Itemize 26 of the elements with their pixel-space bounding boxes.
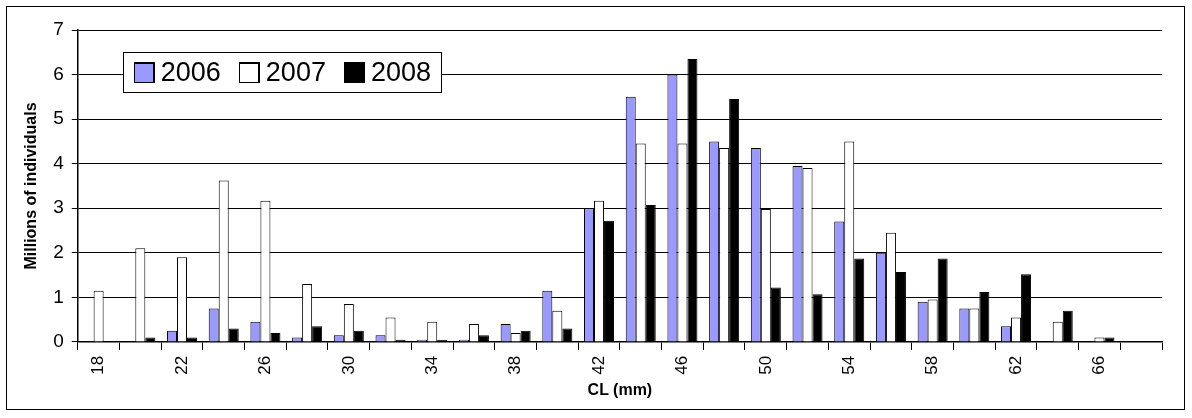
x-tick-label: 22 (171, 355, 191, 375)
x-tick-label: 66 (1089, 355, 1109, 375)
x-tick-label: 50 (755, 355, 775, 375)
legend-label: 2006 (160, 57, 221, 88)
x-tick-label: 26 (255, 355, 275, 375)
legend-label: 2008 (370, 57, 431, 88)
y-tick-label: 2 (53, 241, 64, 263)
y-tick-label: 3 (53, 196, 64, 218)
y-tick-label: 7 (53, 18, 64, 40)
x-tick-label: 42 (588, 355, 608, 375)
y-tick-label: 0 (53, 330, 64, 352)
legend-label: 2007 (265, 57, 326, 88)
y-tick-label: 6 (53, 62, 64, 84)
x-tick-label: 34 (421, 355, 441, 375)
y-tick-label: 5 (53, 107, 64, 129)
x-tick-label: 58 (922, 355, 942, 375)
x-tick-label: 46 (672, 355, 692, 375)
x-tick-label: 38 (505, 355, 525, 375)
y-axis-title: Millions of individuals (22, 102, 40, 270)
y-tick-label: 1 (53, 285, 64, 307)
x-tick-label: 30 (338, 355, 358, 375)
x-tick-label: 18 (88, 355, 108, 375)
x-axis-title: CL (mm) (587, 380, 653, 398)
y-tick-label: 4 (53, 151, 65, 173)
x-tick-label: 62 (1005, 355, 1025, 375)
x-tick-label: 54 (838, 355, 858, 375)
